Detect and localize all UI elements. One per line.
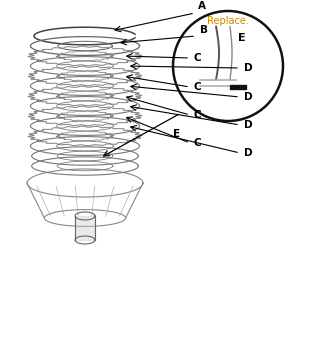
Text: D: D [244, 120, 253, 130]
Text: Replace.: Replace. [207, 16, 249, 26]
Text: E: E [238, 33, 246, 43]
Text: C: C [193, 138, 201, 148]
Circle shape [173, 11, 283, 121]
Text: B: B [200, 25, 208, 35]
Text: C: C [193, 53, 201, 63]
Text: E: E [173, 129, 180, 139]
Text: A: A [198, 1, 206, 11]
Text: D: D [244, 148, 253, 158]
Text: D: D [244, 92, 253, 102]
Text: D: D [244, 63, 253, 73]
Text: C: C [193, 82, 201, 92]
Text: C: C [193, 110, 201, 120]
